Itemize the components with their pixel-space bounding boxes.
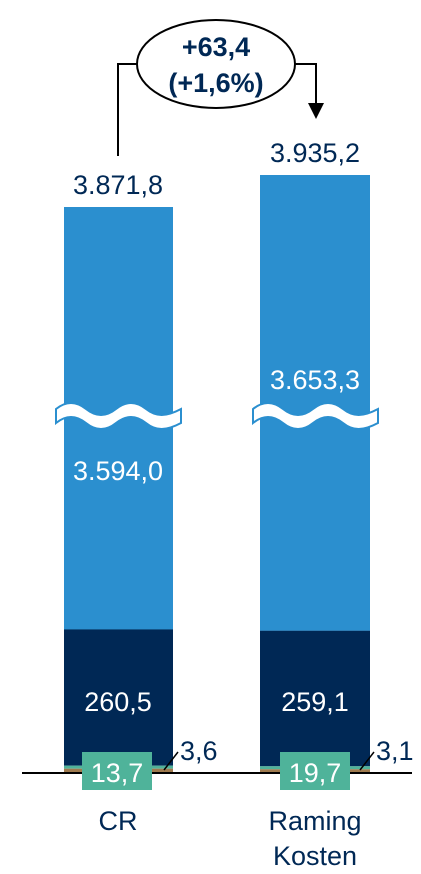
category-label-raming-line1: Raming (268, 806, 361, 836)
segment-label-raming-mid: 259,1 (281, 687, 349, 717)
label-box-cr-teal (82, 752, 152, 790)
difference-arrowhead (308, 103, 324, 119)
total-label-cr: 3.871,8 (73, 170, 163, 200)
bar-cr-mid (64, 629, 173, 766)
leader-line-cr (163, 751, 179, 771)
segment-label-raming-large: 3.653,3 (270, 365, 360, 395)
category-label-cr: CR (99, 806, 138, 836)
segment-label-raming-teal: 19,7 (289, 758, 342, 788)
segment-label-cr-teal: 13,7 (91, 758, 144, 788)
segment-label-cr-mid: 260,5 (84, 687, 152, 717)
leader-line-raming (359, 751, 375, 771)
difference-value: +63,4 (182, 32, 250, 62)
axis-break-cr (55, 402, 182, 430)
label-box-raming-teal (280, 752, 350, 790)
difference-percent: (+1,6%) (168, 68, 263, 98)
difference-ellipse (136, 19, 296, 109)
total-label-raming: 3.935,2 (270, 138, 360, 168)
category-label-raming-line2: Kosten (273, 841, 357, 871)
bar-raming-mid (260, 630, 370, 767)
segment-label-cr-brown: 3,6 (180, 736, 218, 766)
segment-label-cr-large: 3.594,0 (73, 456, 163, 486)
axis-break-raming (252, 402, 379, 430)
bar-raming-lower (260, 175, 370, 631)
segment-label-raming-brown: 3,1 (376, 736, 414, 766)
